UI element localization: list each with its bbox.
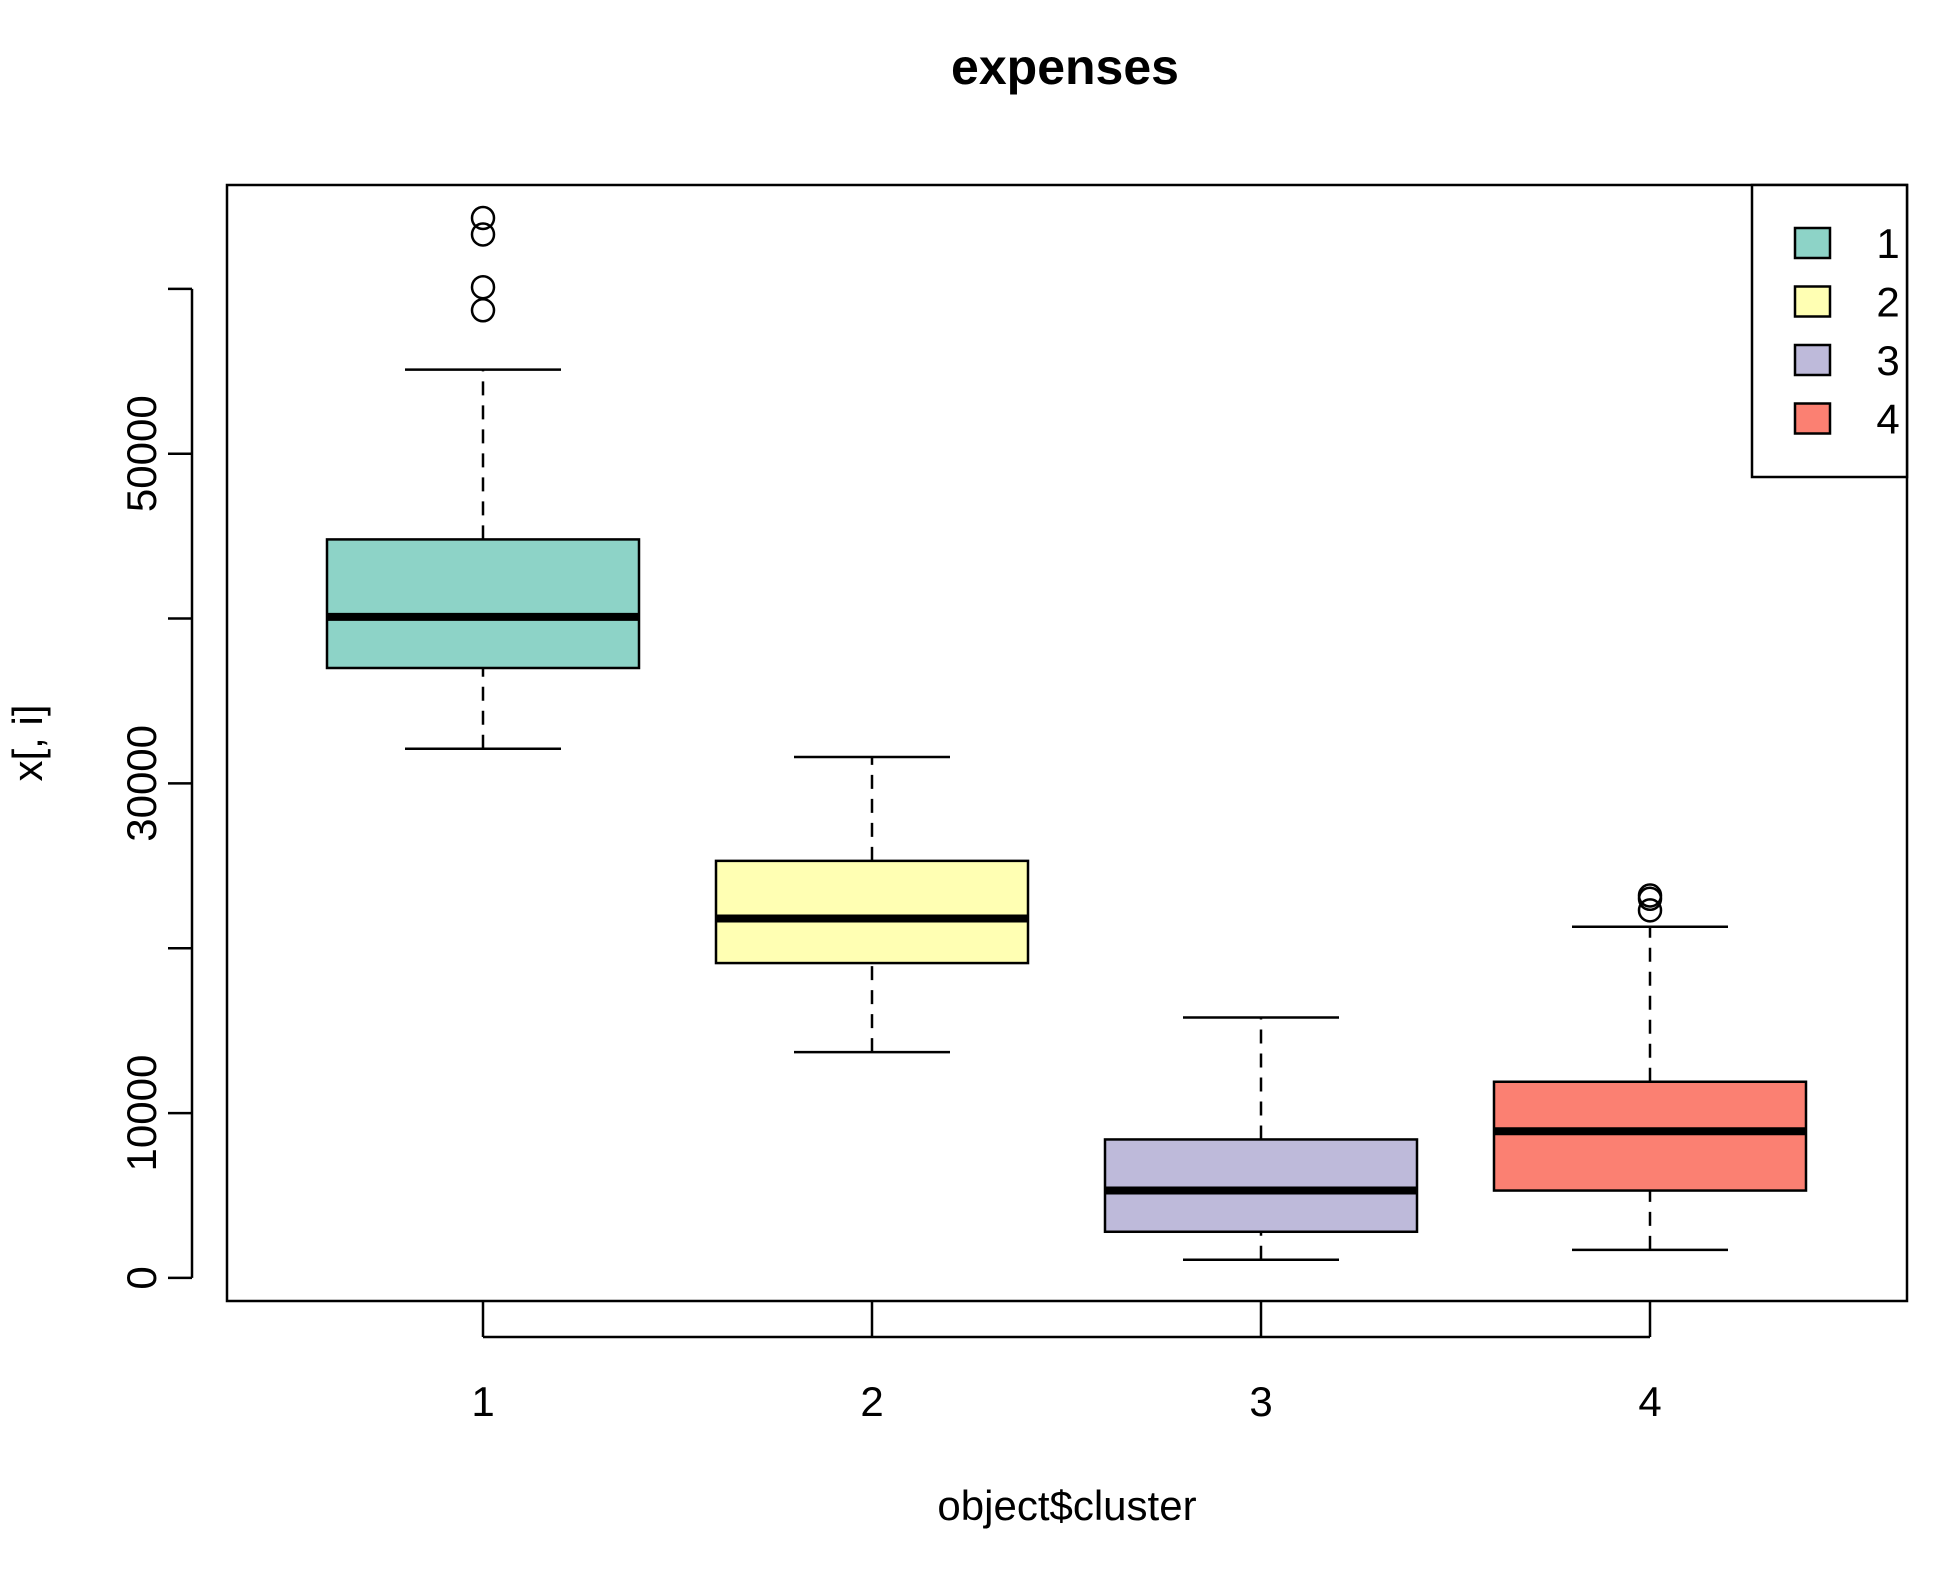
y-tick-label: 10000 <box>118 1055 165 1172</box>
plot-frame <box>225 183 1909 1303</box>
legend-swatch <box>1793 343 1832 377</box>
chart-title: expenses <box>951 39 1179 95</box>
outlier-point <box>1637 898 1663 923</box>
x-tick-label: 3 <box>1249 1378 1272 1425</box>
box-group-4 <box>1492 883 1808 1252</box>
box-group-3 <box>1103 1016 1419 1262</box>
outlier-point <box>1637 883 1663 908</box>
legend-label: 3 <box>1876 337 1899 384</box>
outlier-point <box>470 205 496 231</box>
outlier-point <box>470 298 496 323</box>
legend-swatch <box>1793 285 1832 318</box>
legend-swatch <box>1793 402 1832 435</box>
box-iqr <box>1103 1138 1419 1234</box>
y-axis-label: x[, i] <box>4 704 51 781</box>
x-tick-label: 4 <box>1638 1378 1661 1425</box>
x-tick-label: 1 <box>471 1378 494 1425</box>
x-axis: 1 2 3 4 <box>471 1301 1662 1425</box>
legend-label: 4 <box>1876 396 1899 443</box>
outlier-point <box>470 274 496 300</box>
box-group-2 <box>714 755 1030 1054</box>
legend-swatch <box>1793 226 1832 260</box>
y-axis: 0 10000 30000 50000 <box>118 287 194 1290</box>
legend: 1 2 3 4 <box>1750 183 1909 479</box>
legend-label: 2 <box>1876 279 1899 326</box>
x-tick-label: 2 <box>860 1378 883 1425</box>
box-iqr <box>1492 1080 1808 1192</box>
box-series <box>325 205 1808 1262</box>
box-group-1 <box>325 205 641 751</box>
y-tick-label: 50000 <box>118 395 165 512</box>
y-tick-label: 0 <box>118 1266 165 1289</box>
box-iqr <box>325 538 641 670</box>
legend-label: 1 <box>1876 220 1899 267</box>
outlier-point <box>470 222 496 247</box>
y-tick-label: 30000 <box>118 725 165 842</box>
box-iqr <box>714 859 1030 965</box>
x-axis-label: object$cluster <box>937 1482 1196 1529</box>
